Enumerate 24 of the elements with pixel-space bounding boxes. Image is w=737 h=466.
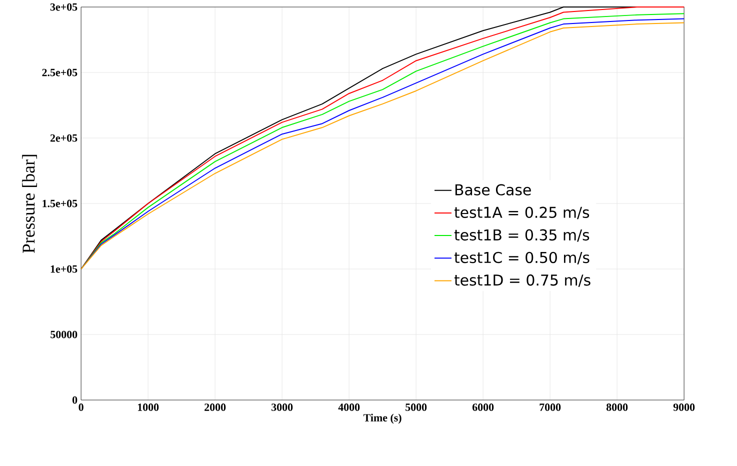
- x-tick-label: 4000: [338, 404, 360, 412]
- y-tick-label: 1e+05: [50, 266, 78, 273]
- y-tick-label: 2.5e+05: [42, 69, 78, 76]
- x-tick-label: 2000: [204, 404, 226, 412]
- x-tick-label: 9000: [673, 404, 695, 412]
- legend-label: test1B = 0.35 m/s: [454, 229, 590, 242]
- y-axis-title: Pressure [bar]: [22, 155, 37, 254]
- x-tick-label: 5000: [406, 404, 427, 412]
- legend-label: Base Case: [455, 184, 531, 196]
- legend-label: test1D = 0.75 m/s: [454, 274, 590, 288]
- x-tick-label: 3000: [272, 404, 293, 412]
- y-tick-label: 50000: [50, 331, 78, 338]
- x-axis-title: Time (s): [364, 414, 402, 424]
- y-tick-label: 2e+05: [50, 134, 78, 142]
- y-tick-label: 1.5e+05: [42, 200, 78, 208]
- x-tick-label: 8000: [606, 404, 628, 412]
- x-tick-label: 0: [78, 404, 84, 412]
- y-tick-label: 3e+05: [50, 4, 78, 11]
- y-tick-label: 0: [72, 396, 78, 404]
- x-tick-label: 7000: [540, 404, 561, 412]
- legend-label: test1A = 0.25 m/s: [454, 206, 590, 220]
- legend-label: test1C = 0.50 m/s: [454, 252, 590, 265]
- x-tick-label: 1000: [138, 404, 159, 412]
- x-tick-label: 6000: [472, 404, 494, 412]
